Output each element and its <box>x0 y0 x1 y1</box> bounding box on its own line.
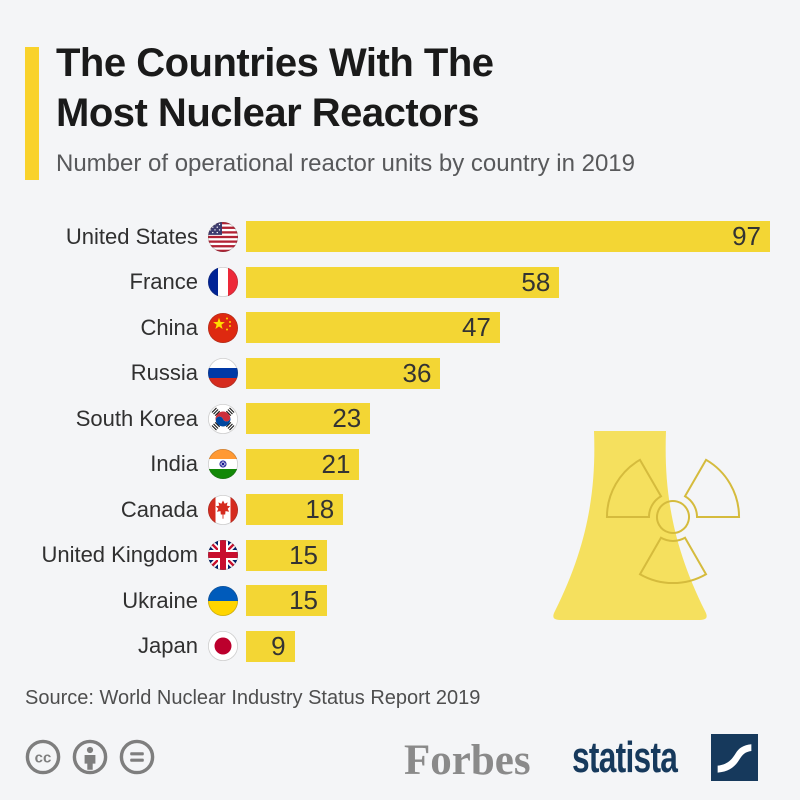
country-label: Canada <box>120 496 198 522</box>
source-note: Source: World Nuclear Industry Status Re… <box>25 687 481 709</box>
value-label: 9 <box>271 630 286 661</box>
statista-wordmark: statista <box>572 733 678 782</box>
cooling-tower-silhouette <box>553 431 707 620</box>
value-bar: 15 <box>246 539 328 571</box>
chart-row: France 58 <box>24 260 776 306</box>
chart-row: Canada 18 <box>24 487 776 533</box>
flag-icon-ua <box>208 585 238 616</box>
country-label: United States <box>65 223 198 249</box>
value-label: 58 <box>521 266 551 297</box>
page-title: The Countries With The Most Nuclear React… <box>56 38 756 138</box>
value-bar: 15 <box>246 585 328 617</box>
chart-row: Japan 9 <box>24 624 776 670</box>
bar-track: 47 <box>246 312 770 344</box>
chart-row: China 47 <box>24 305 776 351</box>
flag-icon-in <box>208 449 238 480</box>
value-bar: 21 <box>246 448 360 480</box>
flag-icon-us <box>208 221 238 252</box>
bar-track: 36 <box>246 357 770 389</box>
bar-track: 21 <box>246 448 770 480</box>
bar-track: 97 <box>246 221 770 253</box>
country-label: Ukraine <box>122 587 198 613</box>
flag-icon-fr <box>208 267 238 298</box>
bar-track: 58 <box>246 266 770 298</box>
value-bar: 9 <box>246 630 295 662</box>
svg-text:cc: cc <box>35 750 52 767</box>
value-bar: 18 <box>246 494 344 526</box>
country-label: United Kingdom <box>41 542 198 568</box>
value-bar: 23 <box>246 403 371 435</box>
bar-chart-rows: United States 97 France 58 China <box>24 214 776 669</box>
cc-license-icon[interactable]: cc <box>24 738 62 776</box>
statista-logo-mark-icon <box>711 734 758 781</box>
value-label: 18 <box>305 494 335 525</box>
header: The Countries With The Most Nuclear React… <box>56 38 756 178</box>
country-label: South Korea <box>75 405 198 431</box>
chart-subtitle: Number of operational reactor units by c… <box>56 150 635 177</box>
chart-row: United States 97 <box>24 214 776 260</box>
flag-icon-ru <box>208 358 238 389</box>
value-bar: 47 <box>246 312 500 344</box>
value-label: 21 <box>321 448 351 479</box>
bar-track: 15 <box>246 539 770 571</box>
value-label: 97 <box>732 221 761 252</box>
flag-icon-kr <box>208 403 238 434</box>
attribution-person-icon[interactable] <box>71 738 109 776</box>
radiation-trefoil-icon <box>605 458 741 584</box>
cooling-tower-graphic <box>553 431 741 620</box>
chart-row: South Korea 23 <box>24 396 776 442</box>
value-label: 15 <box>289 585 319 616</box>
title-accent-bar <box>25 47 39 180</box>
bar-track: 9 <box>246 630 770 662</box>
value-label: 47 <box>461 312 491 343</box>
chart-row: India 21 <box>24 442 776 488</box>
value-label: 23 <box>332 403 362 434</box>
license-icons: cc <box>24 738 156 776</box>
flag-icon-cn <box>208 312 238 343</box>
statista-logo[interactable]: statista <box>572 733 758 785</box>
value-label: 15 <box>289 539 319 570</box>
chart-row: Russia 36 <box>24 351 776 397</box>
chart-row: United Kingdom 15 <box>24 533 776 579</box>
bar-track: 15 <box>246 585 770 617</box>
value-bar: 97 <box>246 221 770 253</box>
value-bar: 58 <box>246 266 560 298</box>
flag-icon-jp <box>208 631 238 662</box>
no-derivatives-equals-icon[interactable] <box>118 738 156 776</box>
flag-icon-ca <box>208 494 238 525</box>
country-label: China <box>140 314 198 340</box>
country-label: Russia <box>130 360 198 386</box>
bar-track: 18 <box>246 494 770 526</box>
title-line-2: Most Nuclear Reactors <box>56 91 479 135</box>
value-label: 36 <box>402 357 432 388</box>
value-bar: 36 <box>246 357 441 389</box>
country-label: Japan <box>138 633 198 659</box>
country-label: France <box>129 269 198 295</box>
chart-row: Ukraine 15 <box>24 578 776 624</box>
country-label: India <box>150 451 198 477</box>
bar-track: 23 <box>246 403 770 435</box>
title-line-1: The Countries With The <box>56 41 494 85</box>
forbes-logo[interactable]: Forbes <box>404 737 531 784</box>
flag-icon-gb <box>208 540 238 571</box>
